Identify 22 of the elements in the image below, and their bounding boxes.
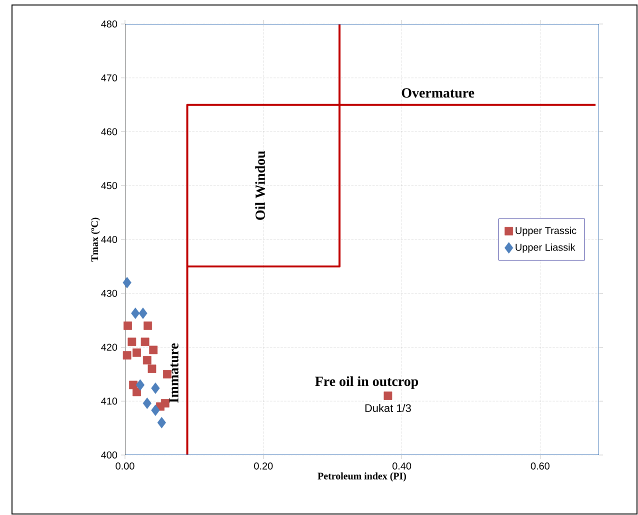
y-tick-label: 470: [101, 74, 118, 82]
annotation: Fre oil in outcrop: [315, 376, 418, 389]
y-axis-title: Tmax (ºC): [90, 218, 100, 262]
x-axis-title: Petroleum index (PI): [318, 472, 406, 482]
y-tick-label: 480: [101, 20, 118, 28]
x-tick-label: 0.00: [116, 462, 134, 470]
y-tick-label: 400: [101, 451, 118, 459]
x-tick-label: 0.60: [530, 462, 550, 470]
annotation: Oil Windou: [255, 151, 266, 220]
y-tick-label: 440: [101, 236, 118, 244]
annotation: Overmature: [402, 88, 474, 98]
x-tick-label: 0.40: [392, 462, 412, 470]
y-tick-label: 410: [101, 398, 118, 405]
legend-label: Upper Trassic: [516, 226, 576, 236]
annotation: Dukat 1/3: [365, 404, 411, 412]
annotation: Immature: [169, 343, 178, 403]
y-tick-label: 460: [101, 128, 118, 136]
y-tick-label: 420: [101, 344, 118, 351]
x-tick-label: 0.20: [254, 462, 273, 470]
legend-label: Upper Liassik: [516, 243, 576, 253]
y-tick-label: 450: [101, 182, 118, 190]
y-tick-label: 430: [101, 290, 118, 297]
